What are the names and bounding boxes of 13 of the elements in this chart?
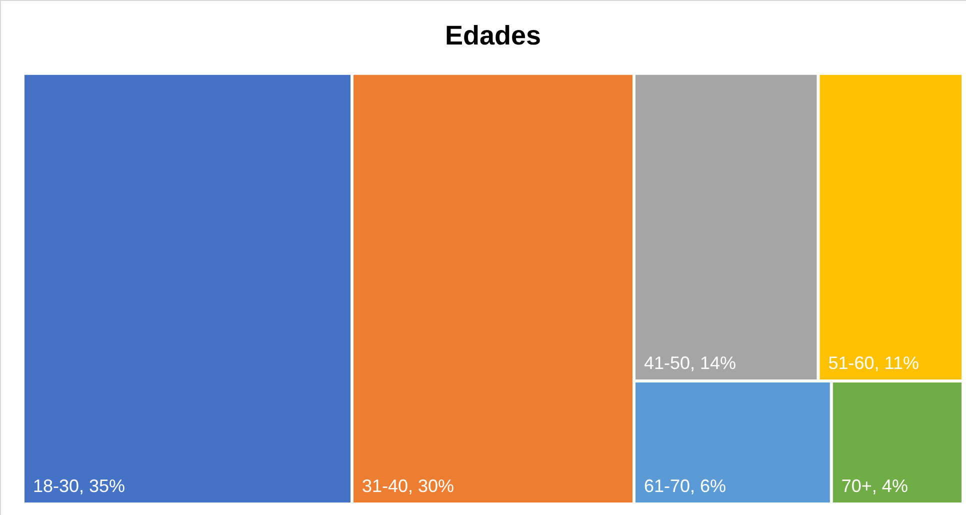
data-label: , 4%: [872, 476, 908, 496]
category-label: 41-50: [644, 352, 690, 373]
category-label: 70+: [841, 476, 872, 496]
data-label: , 11%: [874, 352, 919, 373]
data-label: , 14%: [690, 352, 736, 373]
category-label: 61-70: [644, 476, 690, 496]
data-label: , 30%: [408, 476, 454, 496]
category-label: 31-40: [362, 476, 408, 496]
text: Edades: [444, 20, 542, 51]
category-label: 18-30: [33, 476, 80, 496]
data-label: , 6%: [690, 476, 726, 496]
category-label: 51-60: [828, 352, 874, 373]
data-label: , 35%: [79, 476, 126, 496]
